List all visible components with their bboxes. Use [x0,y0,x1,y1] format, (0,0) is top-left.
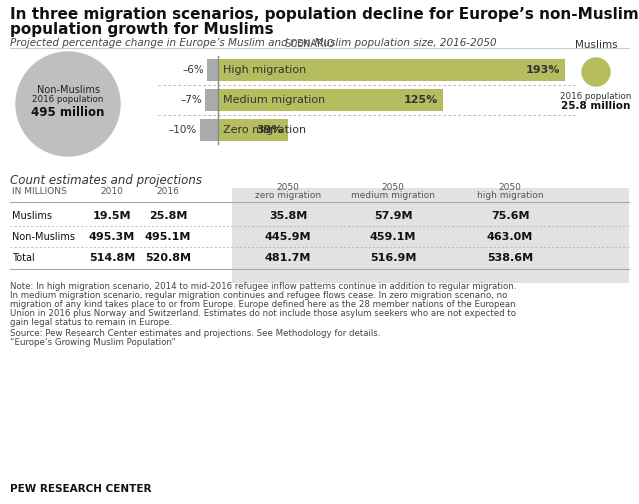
Text: zero migration: zero migration [255,191,321,200]
Text: 25.8 million: 25.8 million [561,101,631,111]
Text: 495.1M: 495.1M [145,232,191,242]
Text: Source: Pew Research Center estimates and projections. See Methodology for detai: Source: Pew Research Center estimates an… [10,329,380,338]
Text: 445.9M: 445.9M [265,232,311,242]
Text: Union in 2016 plus Norway and Switzerland. Estimates do not include those asylum: Union in 2016 plus Norway and Switzerlan… [10,309,516,318]
Bar [218,119,288,141]
Text: medium migration: medium migration [351,191,435,200]
Text: 57.9M: 57.9M [374,211,412,221]
Text: Muslims: Muslims [12,211,52,221]
Text: 125%: 125% [403,95,438,105]
Text: high migration: high migration [477,191,543,200]
Text: 2016 population: 2016 population [560,92,632,101]
Text: High migration: High migration [223,65,306,75]
Text: In medium migration scenario, regular migration continues and refugee flows ceas: In medium migration scenario, regular mi… [10,291,507,300]
Text: 2010: 2010 [100,187,123,197]
Bar [218,89,443,111]
Text: population growth for Muslims: population growth for Muslims [10,22,273,37]
Text: 35.8M: 35.8M [269,211,307,221]
Text: 2050: 2050 [277,182,300,192]
Text: 19.5M: 19.5M [93,211,131,221]
Bar [232,188,629,283]
Text: 75.6M: 75.6M [491,211,529,221]
Text: –7%: –7% [181,95,203,105]
Text: 520.8M: 520.8M [145,253,191,263]
Text: Non-Muslims: Non-Muslims [36,85,100,95]
Text: 39%: 39% [256,125,283,135]
Text: Non-Muslims: Non-Muslims [12,232,75,242]
Text: 2016: 2016 [157,187,180,197]
Text: Muslims: Muslims [574,40,617,50]
Text: gain legal status to remain in Europe.: gain legal status to remain in Europe. [10,318,172,327]
Circle shape [16,52,120,156]
Bar [207,59,218,81]
Circle shape [582,58,610,86]
Text: 25.8M: 25.8M [149,211,187,221]
Text: 2016 population: 2016 population [33,95,104,104]
Bar [205,89,218,111]
Text: Total: Total [12,253,35,263]
Text: 2050: 2050 [381,182,404,192]
Text: IN MILLIONS: IN MILLIONS [12,187,66,197]
Text: 516.9M: 516.9M [370,253,416,263]
Text: 463.0M: 463.0M [487,232,533,242]
Text: –10%: –10% [169,125,197,135]
Text: Projected percentage change in Europe’s Muslim and non-Muslim population size, 2: Projected percentage change in Europe’s … [10,38,497,48]
Text: 2050: 2050 [498,182,521,192]
Text: Note: In high migration scenario, 2014 to mid-2016 refugee inflow patterns conti: Note: In high migration scenario, 2014 t… [10,282,516,291]
Text: Medium migration: Medium migration [223,95,325,105]
Text: SCENARIO: SCENARIO [285,39,335,49]
Text: 481.7M: 481.7M [265,253,311,263]
Text: In three migration scenarios, population decline for Europe’s non-Muslims,: In three migration scenarios, population… [10,7,639,22]
Text: Zero migration: Zero migration [223,125,306,135]
Text: 514.8M: 514.8M [89,253,135,263]
Text: 538.6M: 538.6M [487,253,533,263]
Text: 193%: 193% [526,65,560,75]
Text: 495 million: 495 million [31,105,105,118]
Text: “Europe’s Growing Muslim Population”: “Europe’s Growing Muslim Population” [10,338,176,347]
Text: migration of any kind takes place to or from Europe. Europe defined here as the : migration of any kind takes place to or … [10,300,516,309]
Text: 459.1M: 459.1M [370,232,416,242]
Text: PEW RESEARCH CENTER: PEW RESEARCH CENTER [10,484,151,494]
Text: Count estimates and projections: Count estimates and projections [10,174,202,187]
Bar [218,59,565,81]
Text: 495.3M: 495.3M [89,232,135,242]
Text: –6%: –6% [183,65,204,75]
Bar [200,119,218,141]
